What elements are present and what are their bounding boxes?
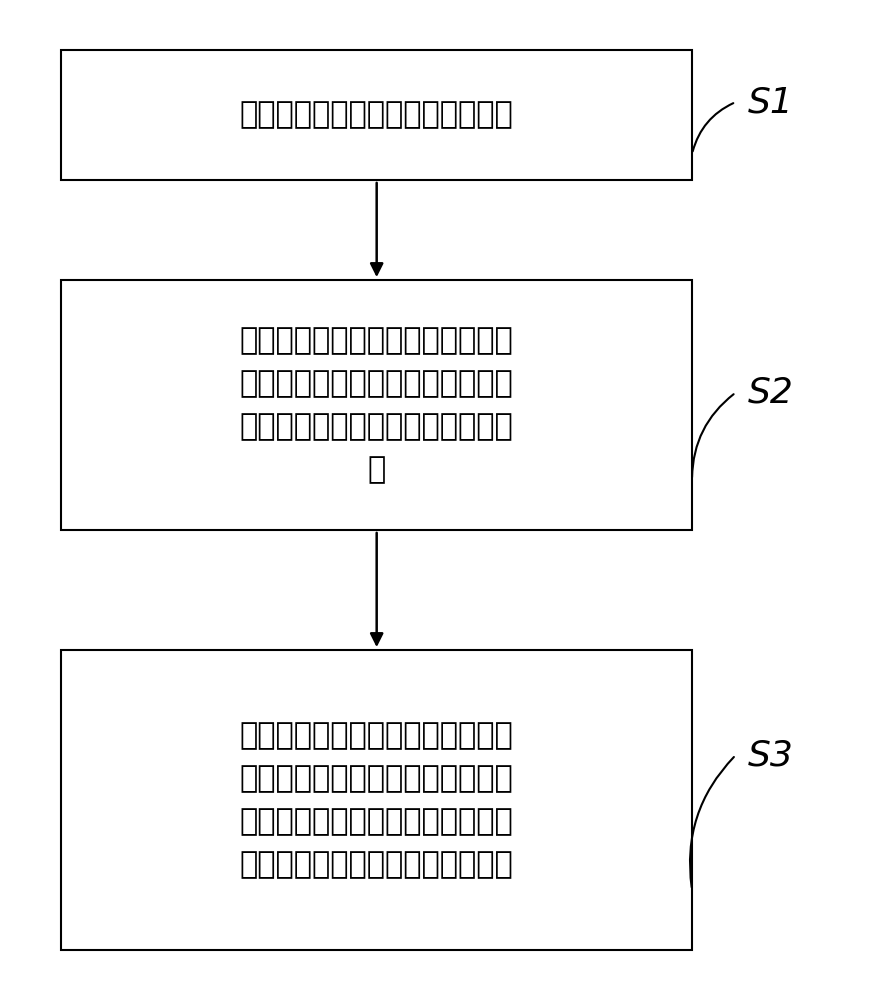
Bar — [61, 50, 692, 180]
Text: 确定高于所述耗时阈值，且所述接
口的返回值与客户端的本地缓存相
同，则在所述服务器端通过消息推
送将所述返回值发送至所述客户端: 确定高于所述耗时阈值，且所述接 口的返回值与客户端的本地缓存相 同，则在所述服务… — [240, 721, 513, 879]
Bar — [61, 280, 692, 530]
Text: 监控服务器端接口调用的耗时阈值: 监控服务器端接口调用的耗时阈值 — [240, 101, 513, 129]
Text: S3: S3 — [748, 738, 794, 772]
Bar — [61, 650, 692, 950]
Text: S2: S2 — [748, 376, 794, 410]
Text: 确定低于所述耗时阈值，且所述接
口的返回值与客户端的本地缓存不
同，则提高所述返回值的返回优先
级: 确定低于所述耗时阈值，且所述接 口的返回值与客户端的本地缓存不 同，则提高所述返… — [240, 326, 513, 484]
Text: S1: S1 — [748, 85, 794, 119]
